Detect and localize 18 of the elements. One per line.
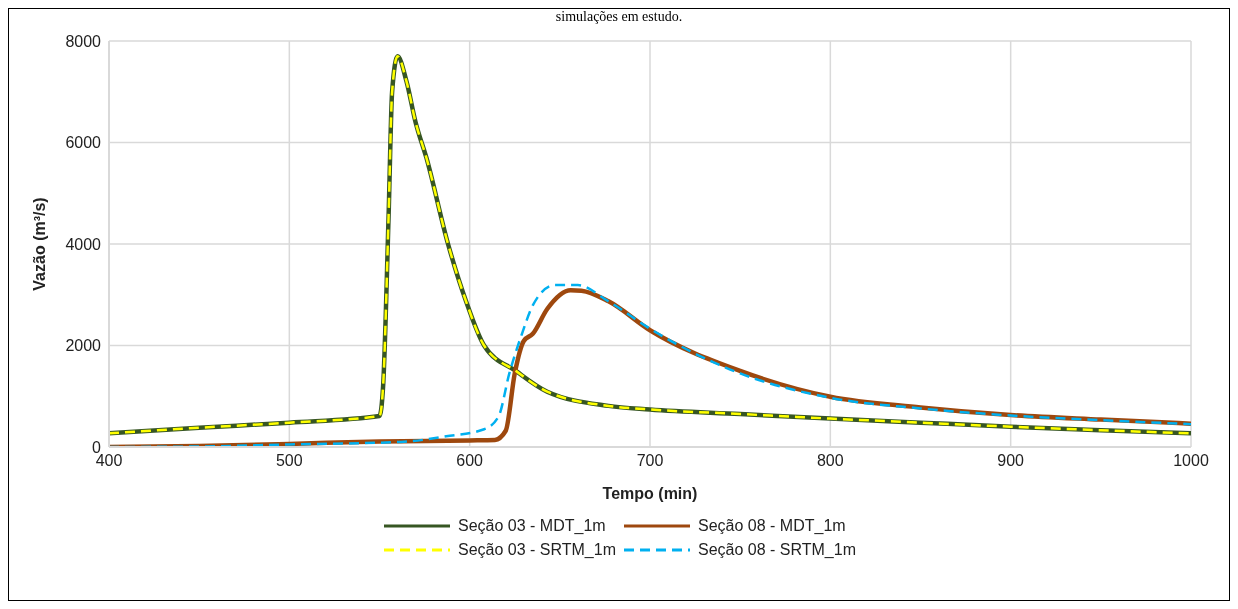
x-tick-label: 500 <box>275 452 303 470</box>
legend-label: Seção 03 - MDT_1m <box>458 517 606 535</box>
x-tick-label: 1000 <box>1173 452 1209 470</box>
x-axis-title: Tempo (min) <box>602 485 698 502</box>
x-tick-label: 900 <box>997 452 1025 470</box>
y-tick-label: 6000 <box>65 134 102 152</box>
y-tick-label: 4000 <box>65 235 102 253</box>
x-tick-label: 400 <box>95 452 123 470</box>
chart-title: simulações em estudo. <box>554 9 684 26</box>
x-tick-label: 600 <box>456 452 484 470</box>
legend-label: Seção 03 - SRTM_1m <box>458 541 616 559</box>
x-tick-label: 700 <box>636 452 664 470</box>
legend-label: Seção 08 - MDT_1m <box>698 517 846 535</box>
y-tick-label: 2000 <box>65 337 102 355</box>
y-axis-title: Vazão (m³/s) <box>30 197 48 291</box>
x-tick-label: 800 <box>816 452 844 470</box>
y-tick-label: 8000 <box>65 32 102 50</box>
legend-label: Seção 08 - SRTM_1m <box>698 541 856 559</box>
